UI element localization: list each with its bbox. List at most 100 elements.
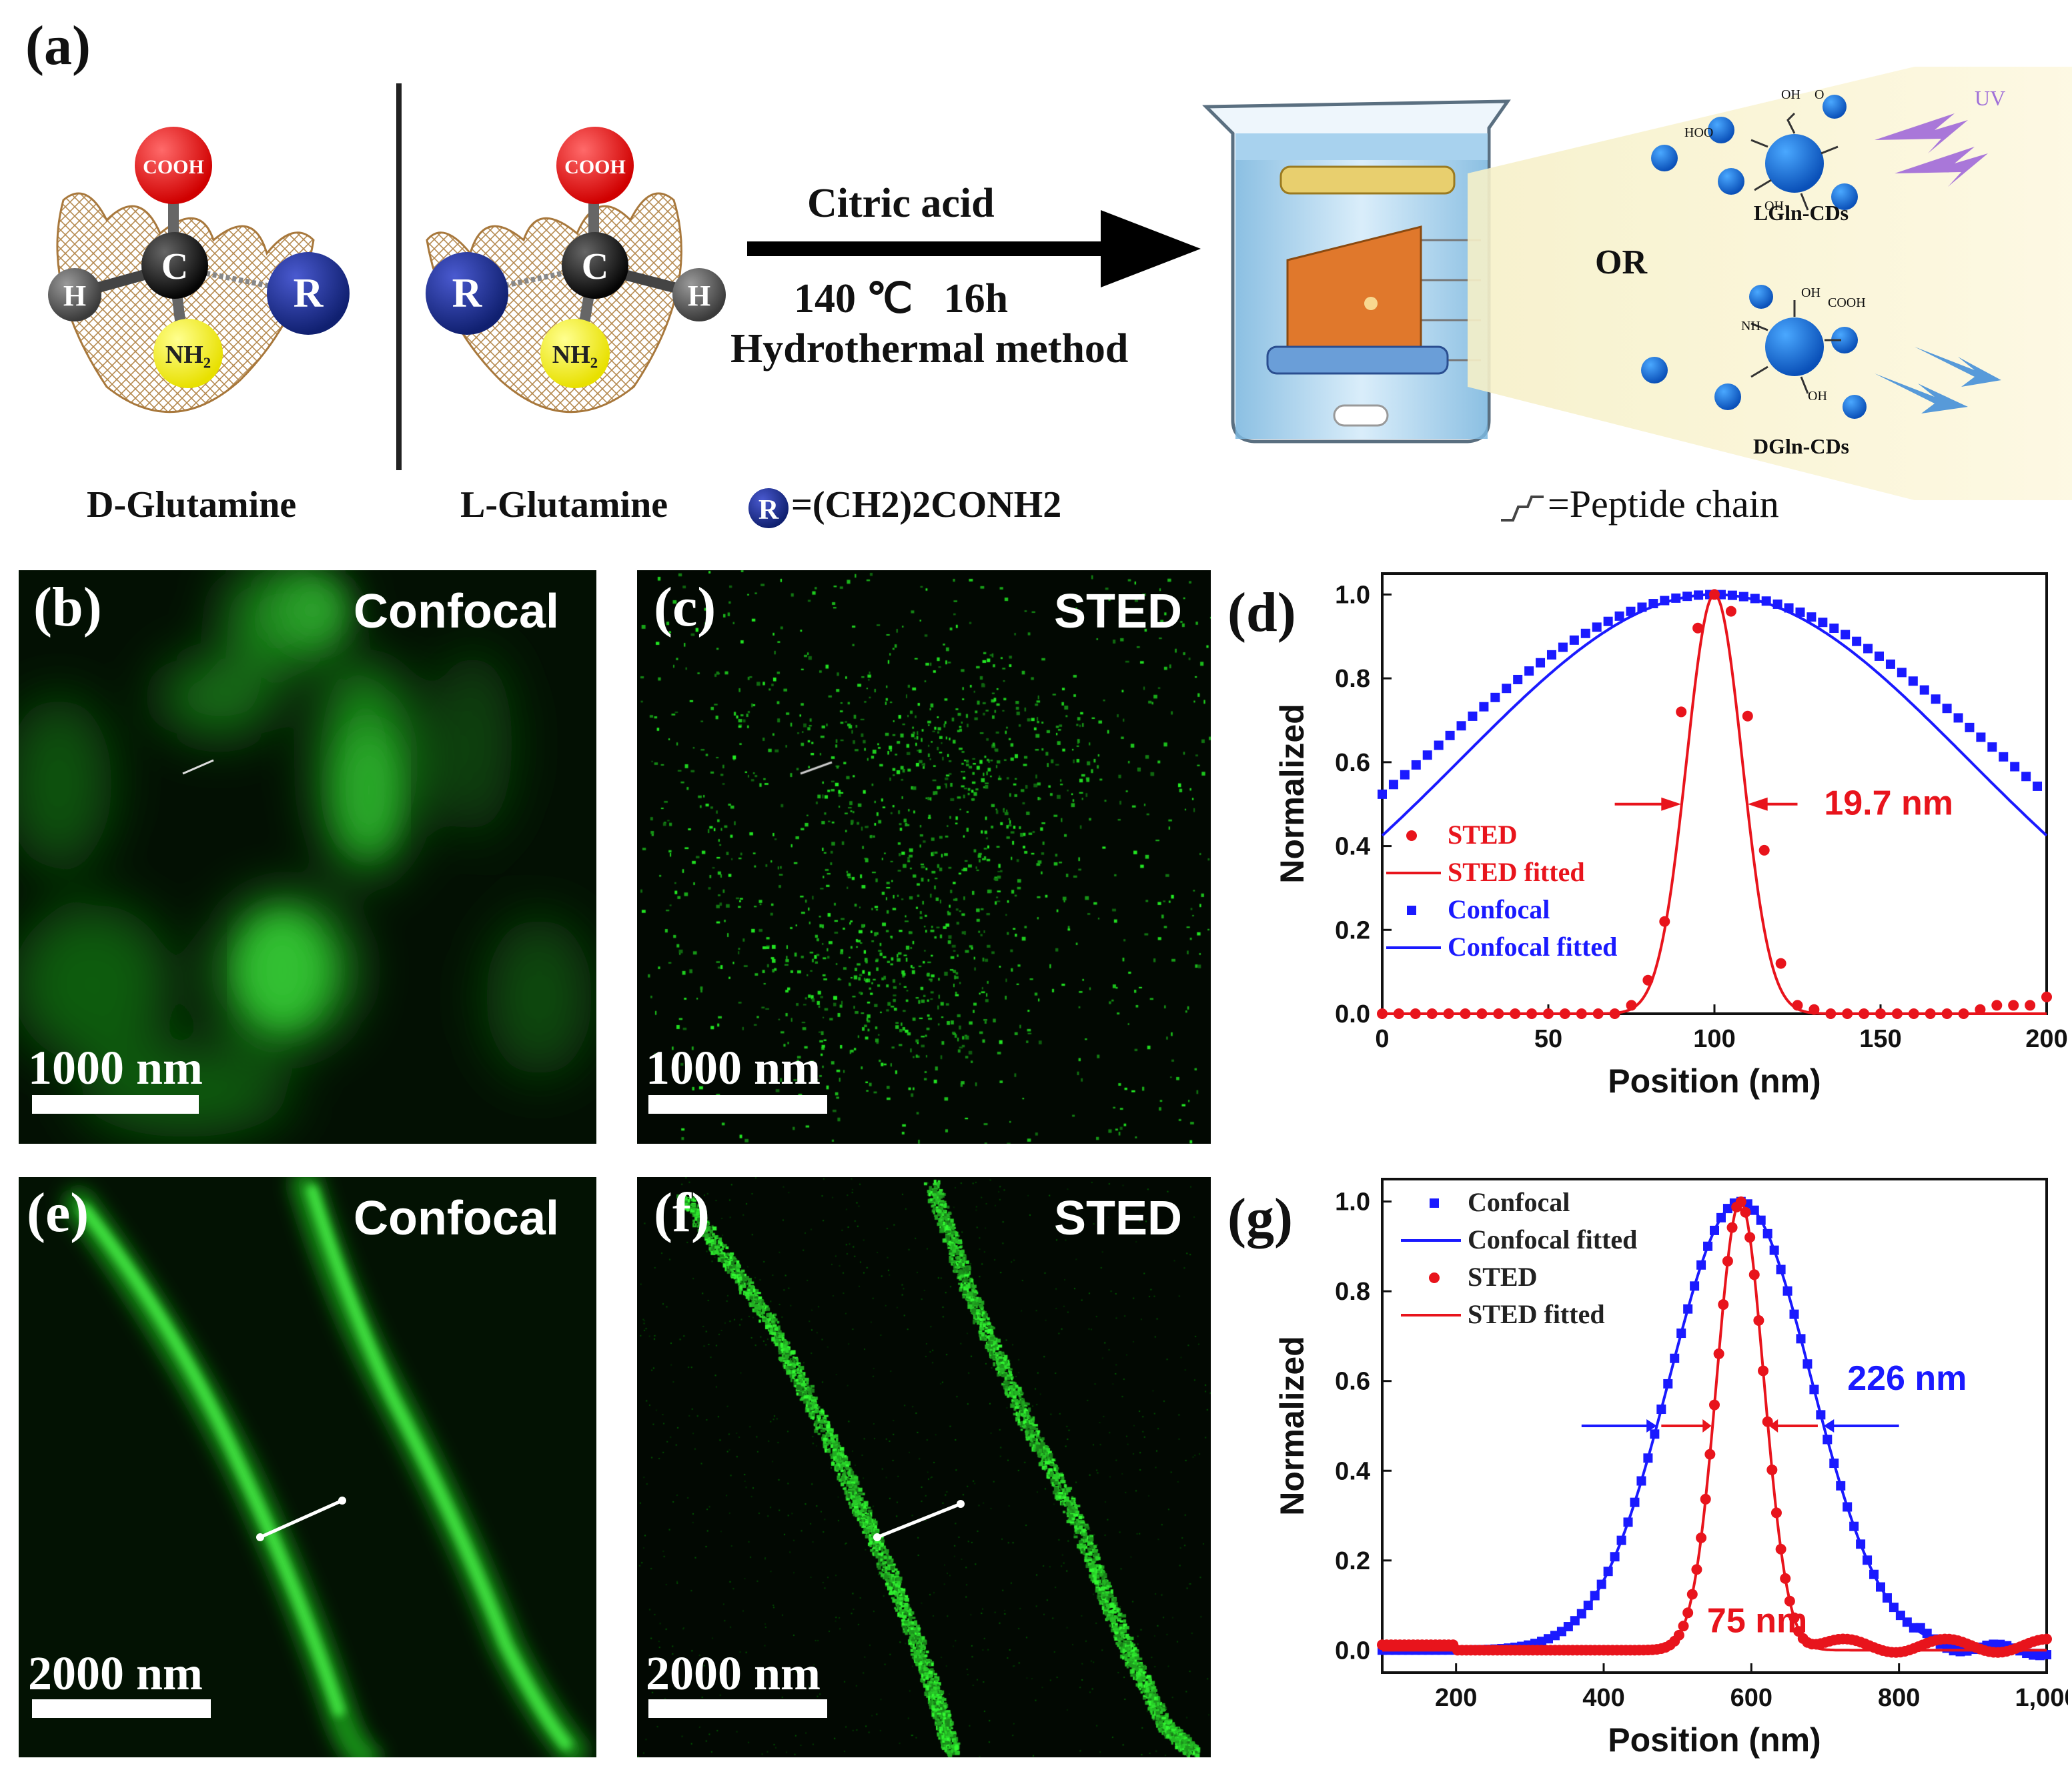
confocal-point-52 (1965, 722, 1975, 732)
d-nh2-text: NH₂ (165, 341, 211, 369)
sted-point-35 (1958, 1008, 1969, 1019)
panel-e-mode: Confocal (354, 1192, 560, 1245)
conf-arrowhead-left (1646, 1419, 1657, 1433)
lgln-cds-cluster: OH O HOO OH (1651, 87, 1858, 213)
x-tick-label-g-4: 1,000 (2015, 1684, 2068, 1712)
x-tick-label-g-2: 600 (1730, 1684, 1772, 1712)
d-h-text: H (63, 279, 86, 312)
micrograph-f-sted (637, 1177, 1211, 1757)
sted-fit-line-g (1382, 1200, 2047, 1652)
legend-label-d-3: Confocal fitted (1448, 932, 1617, 962)
panel-c-label: (c) (654, 576, 716, 638)
confocal-point-6 (1445, 730, 1455, 740)
confocal-point-46 (1897, 668, 1907, 678)
y-tick-label-g-4: 0.8 (1335, 1278, 1370, 1306)
panel-b-mode: Confocal (354, 585, 560, 638)
confocal-point-19 (1592, 622, 1602, 632)
reaction-arrow-shaft (747, 241, 1107, 256)
blue-flash-2 (1915, 347, 2001, 387)
method-label: Hydrothermal method (730, 326, 1129, 371)
confocal-point-15 (1546, 650, 1556, 660)
blue-flash-1 (1875, 373, 1968, 413)
d-c-text: C (161, 246, 188, 287)
y-tick-label-g-0: 0.0 (1335, 1637, 1370, 1665)
svg-text:OH: OH (1781, 87, 1800, 102)
micrograph-b-confocal (19, 570, 596, 1144)
sted-arrowhead-left (1702, 1419, 1712, 1433)
confocal-point-16 (1558, 642, 1568, 652)
y-tick-label-g-2: 0.4 (1335, 1457, 1370, 1485)
sted-point-26 (1808, 1004, 1820, 1015)
svg-text:R: R (758, 495, 779, 526)
l-glutamine-label: L-Glutamine (460, 484, 668, 526)
x-tick-label-g-3: 800 (1878, 1684, 1920, 1712)
y-tick-label-d-3: 0.6 (1335, 749, 1370, 777)
x-tick-label-d-2: 100 (1693, 1025, 1735, 1053)
sted-point-33 (1925, 1008, 1936, 1019)
sted-point-40 (2041, 991, 2052, 1002)
sted-point-25 (1792, 1000, 1803, 1011)
uv-flash-2 (1895, 147, 1988, 187)
panel-g-label: (g) (1227, 1187, 1293, 1249)
y-tick-label-g-3: 0.6 (1335, 1368, 1370, 1396)
sted-point-19 (1692, 622, 1704, 634)
sted-point-4 (1443, 1008, 1454, 1019)
sted-point-14 (1609, 1008, 1620, 1019)
line-profile-marker-b (182, 759, 214, 775)
svg-text:O: O (1815, 87, 1824, 102)
dgln-cds-text: DGln-CDs (1753, 434, 1849, 458)
panel-f-scale-bar (648, 1699, 827, 1718)
fwhm-annotation-g-sted: 75 nm (1707, 1601, 1807, 1640)
svg-text:NH: NH (1741, 319, 1760, 333)
sted-point-13 (1592, 1008, 1604, 1019)
confocal-point-8 (1468, 711, 1478, 721)
panel-f-label: (f) (654, 1182, 710, 1244)
fwhm-arrowhead-left (1661, 797, 1682, 811)
x-tick-label-d-0: 0 (1375, 1025, 1389, 1053)
sted-point-23 (1758, 844, 1770, 856)
confocal-point-45 (1885, 659, 1895, 669)
lgln-cds-text: LGln-CDs (1754, 201, 1849, 225)
confocal-point-12 (1513, 674, 1523, 684)
l-glutamine-molecule (426, 127, 726, 413)
panel-f-mode: STED (1054, 1192, 1183, 1245)
confocal-point-17 (1569, 635, 1579, 645)
confocal-point-4 (1422, 750, 1432, 760)
svg-text:COOH: COOH (1828, 295, 1866, 310)
confocal-point-14 (1536, 658, 1546, 668)
sted-point-30 (1875, 1008, 1886, 1019)
sted-point-6 (1476, 1008, 1488, 1019)
svg-text:HOO: HOO (1684, 125, 1713, 140)
confocal-point-55 (1999, 752, 2009, 762)
svg-text:OH: OH (1808, 389, 1827, 403)
chart-d: 0 50 100 150 200 0.0 0.2 0.4 0.6 0.8 1.0 Position (… (1267, 560, 2068, 1160)
confocal-point-51 (1953, 713, 1963, 723)
sted-point-0 (1377, 1008, 1388, 1019)
confocal-point-53 (1976, 732, 1986, 742)
conf-arrowhead-right (1823, 1419, 1835, 1433)
confocal-point-9 (1479, 702, 1489, 712)
sted-point-10 (1543, 1008, 1554, 1019)
l-r-text: R (452, 271, 483, 316)
y-tick-label-d-2: 0.4 (1335, 833, 1370, 861)
confocal-point-11 (1502, 684, 1512, 694)
line-profile-marker-e (259, 1499, 344, 1539)
legend-marker-d-0 (1406, 830, 1417, 841)
panel-a-label: (a) (25, 15, 91, 77)
x-tick-label-g-1: 400 (1582, 1684, 1624, 1712)
sted-arrowhead-right (1768, 1419, 1778, 1433)
confocal-point-58 (2033, 781, 2043, 791)
confocal-point-g-100 (2042, 1650, 2051, 1660)
hydrothermal-beaker (1202, 99, 1511, 444)
panel-e-scale-bar (32, 1699, 211, 1718)
fwhm-annotation-g-confocal: 226 nm (1847, 1359, 1967, 1398)
sted-point-7 (1493, 1008, 1504, 1019)
d-r-text: R (294, 271, 324, 316)
legend-marker-d-2 (1407, 906, 1416, 915)
sted-point-39 (2025, 1000, 2036, 1011)
y-tick-label-g-1: 0.2 (1335, 1547, 1370, 1575)
plot-frame-g (1381, 1178, 2048, 1674)
sted-point-21 (1725, 606, 1736, 617)
sted-point-31 (1891, 1008, 1903, 1019)
panel-b-scale-text: 1000 nm (28, 1041, 203, 1094)
